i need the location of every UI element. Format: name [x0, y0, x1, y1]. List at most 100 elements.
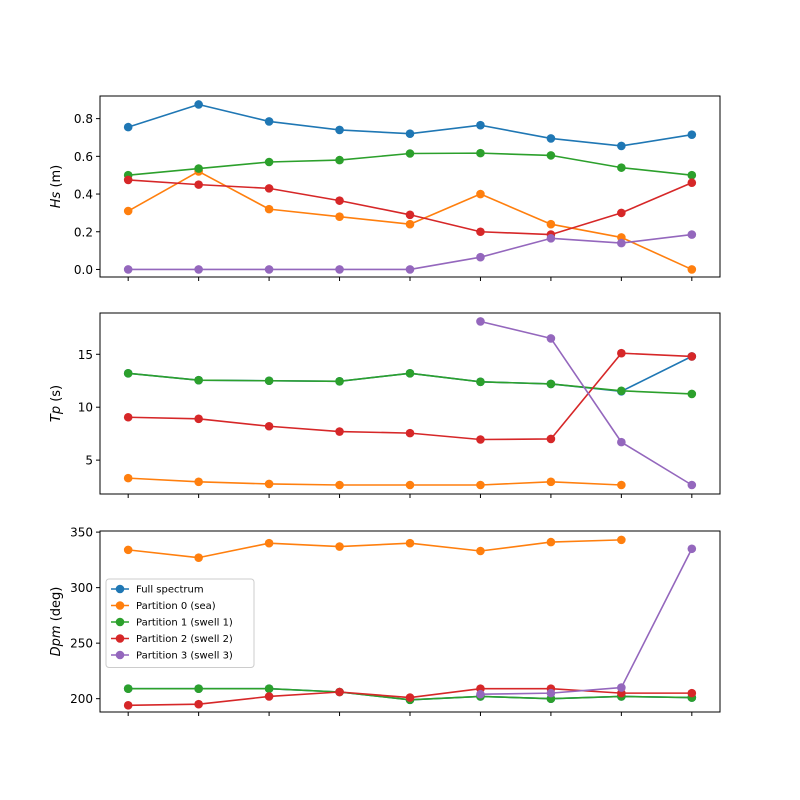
series-partition-0-sea: [123, 167, 697, 274]
data-point-partition-1-swell-1: [687, 170, 697, 180]
legend-entry: Partition 0 (sea): [111, 601, 216, 612]
data-point-partition-1-swell-1: [194, 164, 203, 173]
data-point-full-spectrum: [264, 117, 274, 126]
data-point-partition-2-swell-2: [405, 693, 415, 702]
data-point-partition-1-swell-1: [194, 375, 203, 385]
data-point-partition-0-sea: [687, 265, 697, 274]
series-partition-3-swell-3: [476, 317, 697, 490]
series-partition-3-swell-3: [476, 544, 697, 699]
data-point-partition-2-swell-2: [476, 227, 485, 237]
data-point-partition-0-sea: [264, 538, 274, 548]
axes-frame: [99, 95, 721, 278]
y-tick-label: 15: [78, 348, 93, 362]
data-point-partition-1-swell-1: [687, 389, 697, 399]
data-point-partition-0-sea: [617, 480, 626, 490]
data-point-partition-3-swell-3: [264, 265, 274, 274]
data-point-partition-1-swell-1: [123, 684, 133, 693]
data-point-partition-2-swell-2: [335, 196, 344, 205]
series-partition-0-sea: [123, 535, 626, 562]
series-partition-1-swell-1: [123, 369, 697, 399]
legend-label: Partition 3 (swell 3): [136, 651, 233, 662]
data-point-partition-1-swell-1: [264, 157, 274, 167]
series-partition-2-swell-2: [123, 348, 697, 444]
y-tick-label: 250: [70, 637, 93, 651]
data-point-partition-2-swell-2: [335, 427, 344, 436]
y-axis-label-symbol: Hs: [49, 191, 64, 208]
data-point-partition-3-swell-3: [617, 683, 626, 692]
data-point-partition-0-sea: [123, 545, 133, 555]
legend-entry: Partition 2 (swell 2): [111, 634, 233, 645]
legend-marker: [115, 634, 125, 643]
series-partition-3-swell-3: [123, 230, 697, 274]
data-point-partition-0-sea: [194, 553, 203, 562]
data-point-partition-2-swell-2: [335, 687, 344, 697]
y-tick-label: 5: [85, 454, 93, 468]
data-point-partition-0-sea: [123, 473, 133, 483]
data-point-partition-1-swell-1: [194, 684, 203, 693]
data-point-partition-1-swell-1: [123, 369, 133, 378]
data-point-partition-0-sea: [335, 480, 344, 490]
data-point-full-spectrum: [194, 100, 203, 109]
data-point-partition-2-swell-2: [123, 701, 133, 710]
data-point-partition-3-swell-3: [687, 480, 697, 490]
data-point-partition-2-swell-2: [476, 435, 485, 444]
data-point-partition-1-swell-1: [264, 376, 274, 386]
data-point-partition-1-swell-1: [405, 149, 415, 158]
data-point-partition-0-sea: [546, 537, 556, 547]
legend-entry: Full spectrum: [111, 585, 204, 596]
legend-marker: [115, 650, 125, 660]
series-partition-2-swell-2: [123, 175, 697, 239]
data-point-partition-1-swell-1: [546, 379, 556, 389]
data-point-partition-3-swell-3: [617, 437, 626, 447]
data-point-partition-1-swell-1: [335, 376, 344, 386]
data-point-partition-0-sea: [546, 477, 556, 487]
data-point-partition-0-sea: [405, 219, 415, 229]
series-line-partition-3-swell-3: [480, 548, 693, 696]
legend-marker: [115, 617, 125, 627]
series-line-partition-0-sea: [128, 539, 622, 559]
data-point-partition-2-swell-2: [405, 210, 415, 220]
y-axis-label-symbol: Tp: [49, 406, 64, 422]
data-point-partition-0-sea: [335, 542, 344, 551]
data-point-partition-3-swell-3: [687, 230, 697, 239]
y-tick-label: 0.2: [74, 225, 93, 239]
subplot-1: 0.0 0.2 0.4 0.6 0.8 Hs (m): [49, 95, 721, 281]
axes-frame: [99, 530, 721, 713]
subplot-2: 5 10 15 Tp (s): [49, 312, 721, 498]
y-tick-label: 0.8: [74, 112, 93, 126]
legend-marker: [115, 584, 125, 594]
data-point-partition-3-swell-3: [123, 265, 133, 274]
data-point-partition-1-swell-1: [335, 155, 344, 165]
legend-label: Partition 1 (swell 1): [136, 618, 233, 629]
data-point-partition-2-swell-2: [264, 184, 274, 193]
series-partition-1-swell-1: [123, 148, 697, 180]
axes-frame: [99, 312, 721, 495]
data-point-full-spectrum: [335, 125, 344, 135]
data-point-partition-0-sea: [405, 480, 415, 490]
data-point-partition-2-swell-2: [123, 175, 133, 185]
data-point-partition-0-sea: [194, 477, 203, 487]
data-point-partition-2-swell-2: [687, 352, 697, 361]
legend-entry: Partition 3 (swell 3): [111, 651, 233, 662]
series-line-partition-3-swell-3: [128, 233, 692, 271]
series-line-partition-2-swell-2: [128, 352, 692, 441]
series-partition-0-sea: [123, 473, 626, 490]
y-axis-label-unit: (m): [49, 165, 64, 192]
y-tick-label: 300: [70, 581, 93, 595]
data-point-partition-3-swell-3: [546, 334, 556, 343]
data-point-partition-3-swell-3: [476, 252, 485, 262]
data-point-partition-3-swell-3: [476, 689, 485, 699]
data-point-partition-2-swell-2: [123, 412, 133, 422]
legend-box: [105, 578, 255, 668]
data-point-partition-0-sea: [546, 219, 556, 229]
data-point-partition-0-sea: [123, 206, 133, 216]
data-point-partition-2-swell-2: [194, 180, 203, 189]
legend-label: Partition 2 (swell 2): [136, 634, 233, 645]
y-tick-label: 200: [70, 692, 93, 706]
data-point-full-spectrum: [546, 134, 556, 143]
data-point-partition-3-swell-3: [546, 688, 556, 698]
data-point-partition-2-swell-2: [546, 434, 556, 444]
y-axis-label-symbol: Dpm: [49, 625, 64, 656]
data-point-partition-3-swell-3: [335, 265, 344, 274]
